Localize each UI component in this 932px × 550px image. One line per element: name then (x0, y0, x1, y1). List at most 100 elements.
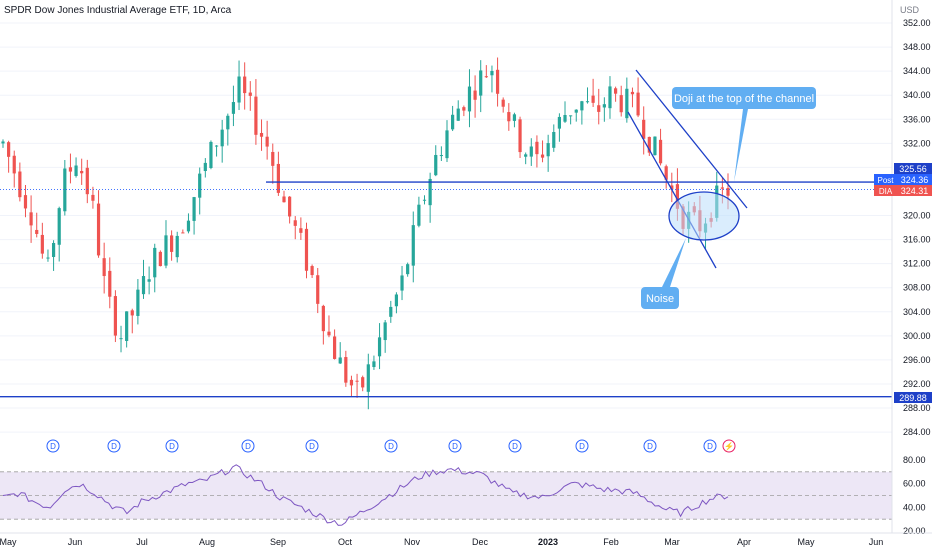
candle (642, 106, 646, 155)
candle-body (434, 154, 438, 176)
dividend-marker-circle (305, 439, 319, 453)
candle (237, 60, 241, 111)
candle (226, 113, 230, 146)
dividend-marker[interactable]: D (46, 439, 60, 453)
candle-body (653, 136, 657, 156)
badge-resistance-value: 325.56 (899, 164, 927, 174)
price-axis[interactable]: USD 352.00 348.00 344.00 340.00 336.00 332.00… (891, 0, 931, 533)
candle-body (366, 364, 370, 392)
candle (546, 134, 550, 172)
candle (636, 77, 640, 118)
candle (7, 140, 11, 173)
candle-body (198, 173, 202, 198)
candle-body (417, 204, 421, 226)
candle (181, 229, 185, 234)
rsi-panel: 80.00 60.00 40.00 20.00 (0, 455, 926, 536)
candle-body (602, 104, 606, 108)
candle (479, 60, 483, 113)
price-tick: 312.00 (903, 259, 931, 269)
dividend-marker[interactable]: D (241, 439, 255, 453)
candle-body (574, 109, 578, 113)
candle-body (153, 247, 157, 278)
dividend-marker[interactable]: D (643, 439, 657, 453)
time-label: Nov (404, 537, 421, 547)
candle-body (507, 112, 511, 122)
price-tick: 344.00 (903, 66, 931, 76)
price-tick: 308.00 (903, 283, 931, 293)
candle-body (591, 95, 595, 103)
candle (569, 115, 573, 125)
dividend-marker[interactable]: D (165, 439, 179, 453)
candle (647, 136, 651, 156)
candle-body (265, 136, 269, 147)
dividend-marker[interactable]: D (703, 439, 717, 453)
candle (141, 259, 146, 299)
time-label: Sep (270, 537, 286, 547)
dividend-marker[interactable]: D (508, 439, 522, 453)
candle (355, 373, 359, 398)
time-axis[interactable]: May Jun Jul Aug Sep Oct Nov Dec 2023 Feb Mar Apr May… (0, 532, 932, 547)
candle-body (400, 275, 404, 291)
callout-doji[interactable]: Doji at the top of the channel (672, 87, 816, 182)
candle (613, 86, 618, 102)
candle-body (647, 136, 651, 153)
badge-symbol-label: DIA (879, 187, 893, 196)
candle-body (473, 90, 477, 100)
dividend-marker[interactable]: D (448, 439, 462, 453)
badge-symbol-value-bg (897, 185, 932, 196)
candle (214, 145, 219, 157)
candle (68, 153, 73, 184)
time-labels: May Jun Jul Aug Sep Oct Nov Dec 2023 Feb Mar Apr May… (0, 537, 883, 547)
candle-body (214, 145, 219, 147)
candle (170, 230, 174, 261)
dividend-marker-circle (575, 439, 589, 453)
time-label: Jun (68, 537, 83, 547)
candle (383, 319, 387, 353)
noise-ellipse[interactable] (668, 191, 740, 241)
candle-body (377, 337, 382, 357)
candle (580, 100, 584, 125)
dividend-marker[interactable]: D (305, 439, 319, 453)
candle (248, 81, 252, 111)
time-label: Feb (603, 537, 619, 547)
dividend-marker[interactable]: D (575, 439, 589, 453)
time-label: May (0, 537, 17, 547)
callout-noise-text: Noise (646, 293, 674, 305)
dividend-marker-letter: D (50, 442, 56, 451)
candle-body (181, 232, 185, 234)
candle (153, 243, 157, 293)
candle (46, 249, 50, 262)
candle-body (642, 119, 646, 139)
split-marker-circle (722, 439, 736, 453)
channel-line[interactable] (627, 111, 717, 269)
candle (276, 151, 280, 196)
candle-body (428, 178, 432, 206)
candle (130, 308, 134, 334)
candle-body (12, 155, 16, 174)
dividend-marker[interactable]: D (384, 439, 398, 453)
price-tick: 320.00 (903, 211, 931, 221)
callout-noise[interactable]: Noise (641, 238, 686, 309)
candle-body (355, 380, 359, 382)
candle (316, 267, 320, 314)
candle (74, 157, 78, 178)
candle (349, 375, 354, 397)
candle (630, 87, 635, 108)
candle-body (259, 132, 264, 137)
time-label: Jun (869, 537, 884, 547)
candle (91, 186, 95, 209)
dividend-marker[interactable]: D (107, 439, 121, 453)
callout-noise-box (641, 287, 679, 309)
candle (574, 109, 578, 122)
candle (451, 105, 455, 132)
split-marker[interactable]: ⚡ (722, 439, 736, 453)
channel-line[interactable] (635, 69, 748, 209)
candle-body (209, 141, 213, 168)
candle-body (254, 96, 258, 135)
dividend-markers[interactable]: D D D D D D D D D D D ⚡ (46, 439, 736, 453)
dividend-marker-circle (703, 439, 717, 453)
candle (495, 57, 500, 107)
candle (63, 160, 67, 216)
candle-body (406, 264, 410, 275)
